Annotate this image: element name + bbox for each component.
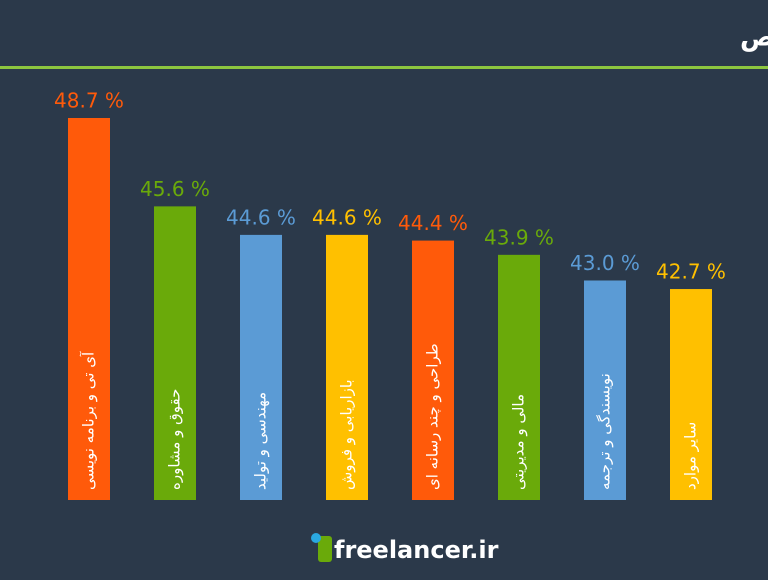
category-label: سایر موارد [682, 422, 700, 490]
category-label: مالی و مدیریتی [510, 394, 528, 490]
category-label: حقوق و مشاوره [166, 389, 184, 490]
logo: freelancer.ir [334, 536, 499, 564]
value-label: 44.6 % [312, 205, 382, 229]
bar [326, 234, 368, 500]
bar [154, 206, 196, 500]
category-label: نویسندگی و ترجمه [596, 373, 614, 490]
value-label: 48.7 % [54, 89, 124, 113]
logo-dot [311, 533, 321, 543]
category-label: مهندسی و تولید [252, 392, 270, 490]
bar [670, 289, 712, 500]
chart-title: میزان رضایت شغلی بر اساس تخصص [740, 23, 768, 53]
value-label: 44.6 % [226, 205, 296, 229]
logo-icon [318, 536, 332, 562]
title-rule [0, 66, 768, 69]
value-label: 42.7 % [656, 260, 726, 284]
bar [240, 234, 282, 500]
category-label: آی تی و برنامه نویسی [80, 351, 98, 490]
category-label: بازاریابی و فروش [338, 379, 356, 490]
value-label: 43.0 % [570, 251, 640, 275]
value-label: 43.9 % [484, 225, 554, 249]
bar [498, 254, 540, 500]
category-label: طراحی و چند رسانه ای [424, 343, 442, 490]
bar [412, 240, 454, 500]
value-label: 45.6 % [140, 177, 210, 201]
value-label: 44.4 % [398, 211, 468, 235]
bar [68, 118, 110, 500]
bar [584, 280, 626, 500]
